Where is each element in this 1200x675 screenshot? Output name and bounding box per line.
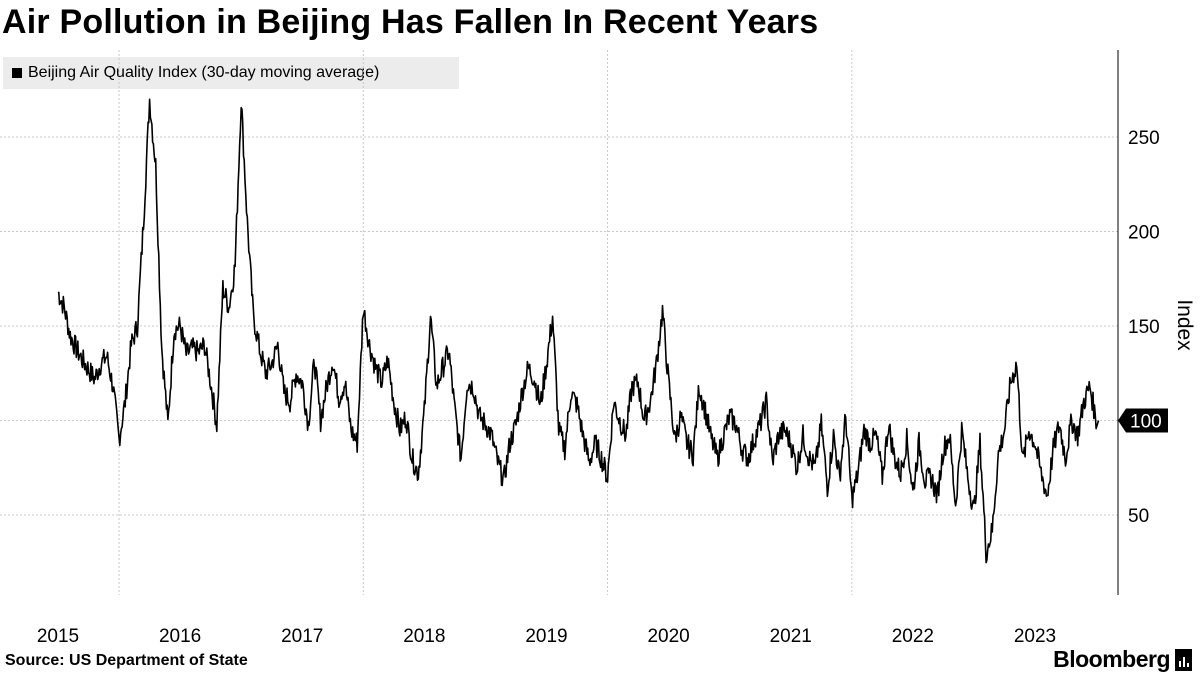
chart-legend: Beijing Air Quality Index (30-day moving… [3, 57, 459, 89]
chart-title: Air Pollution in Beijing Has Fallen In R… [2, 3, 819, 41]
bloomberg-logo: Bloomberg [1053, 646, 1170, 672]
y-tick-label-50: 50 [1128, 506, 1149, 527]
x-tick-label-2015: 2015 [37, 626, 79, 647]
x-tick-label-2018: 2018 [403, 626, 445, 647]
line-layer [57, 98, 1100, 564]
last-value-label: 100 [1130, 412, 1162, 433]
y-tick-label-150: 150 [1128, 317, 1160, 338]
bloomberg-chart-icon [1175, 649, 1192, 671]
y-axis-title: Index [1173, 299, 1196, 351]
y-tick-label-250: 250 [1128, 128, 1160, 149]
x-tick-label-2016: 2016 [159, 626, 201, 647]
grid-layer [0, 50, 1118, 595]
x-tick-label-2017: 2017 [281, 626, 323, 647]
source-note: Source: US Department of State [5, 652, 248, 669]
last-value-badge [1118, 408, 1168, 433]
x-tick-label-2019: 2019 [525, 626, 567, 647]
x-tick-label-2021: 2021 [770, 626, 812, 647]
x-tick-label-2022: 2022 [892, 626, 934, 647]
series-line-0 [57, 98, 1100, 564]
y-tick-label-200: 200 [1128, 223, 1160, 244]
legend-swatch [12, 68, 22, 78]
last-value-marker: 100 [1118, 408, 1168, 433]
x-tick-label-2020: 2020 [647, 626, 689, 647]
x-tick-label-2023: 2023 [1014, 626, 1056, 647]
axis-layer: 50 100 150 200 250 2015 2016 2017 2018 2019 2020 20… [37, 50, 1196, 647]
legend-label: Beijing Air Quality Index (30-day moving… [28, 64, 380, 81]
